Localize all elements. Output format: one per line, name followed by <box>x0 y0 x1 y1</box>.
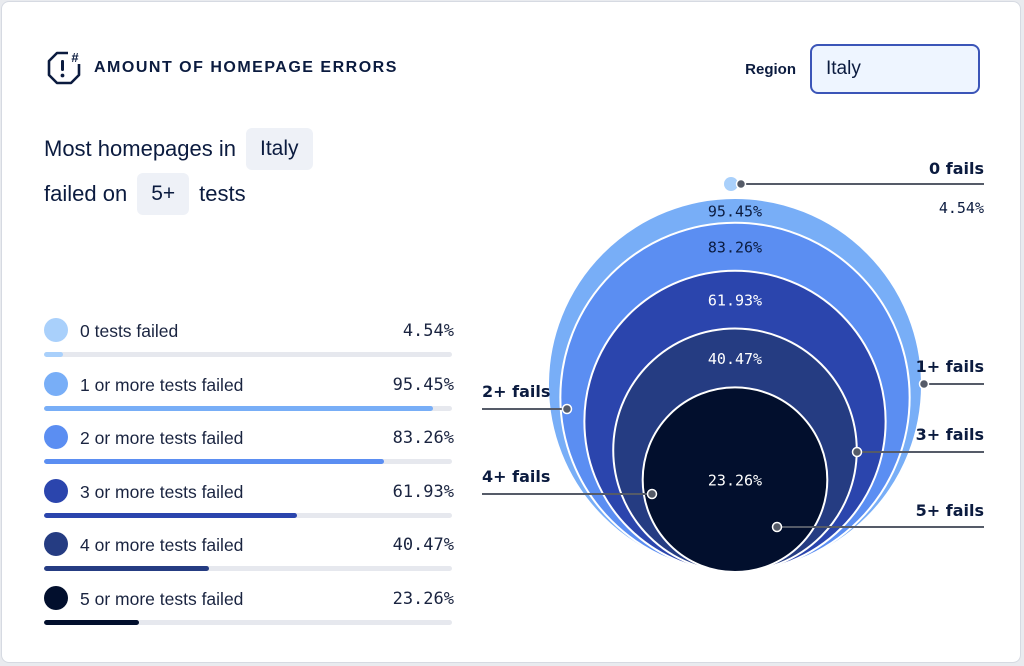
legend-bar-track <box>44 405 452 411</box>
legend-dot <box>44 478 68 503</box>
legend-value: 4.54% <box>402 321 454 341</box>
legend-item: 5 or more tests failed 23.26% <box>44 585 454 640</box>
legend-item: 2 or more tests failed 83.26% <box>44 425 454 479</box>
four-plus-callout-point <box>646 488 658 500</box>
legend-bar-track <box>44 566 452 572</box>
circle-value-label: 95.45% <box>708 202 762 220</box>
chart-title: AMOUNT OF HOMEPAGE ERRORS <box>94 59 398 76</box>
five-plus-callout-point <box>771 521 783 533</box>
four-plus-callout-label: 4+ fails <box>482 467 550 486</box>
one-plus-callout-point <box>918 378 930 390</box>
circle-value-label: 83.26% <box>708 239 762 257</box>
five-plus-callout-label: 5+ fails <box>916 501 984 520</box>
legend-label: 2 or more tests failed <box>80 428 244 449</box>
legend-bar-track <box>44 459 452 465</box>
nested-circle-chart: 95.45% 83.26% 61.93% 40.47% 23.26% 0 fails 4.5… <box>482 159 984 573</box>
three-plus-callout-point <box>851 446 863 458</box>
legend-value: 23.26% <box>392 588 454 609</box>
legend-bar-track <box>44 512 452 518</box>
legend-label: 4 or more tests failed <box>80 535 244 556</box>
summary-sentence: Most homepages in Italy failed on 5+ tes… <box>44 126 313 216</box>
legend-bar-track <box>44 619 452 625</box>
legend-label: 5 or more tests failed <box>80 588 244 609</box>
legend-value: 40.47% <box>392 535 454 556</box>
legend-dot <box>44 585 68 610</box>
legend-bar-fill <box>44 566 210 572</box>
legend-dot <box>44 532 68 557</box>
circle-value-label: 23.26% <box>708 472 762 490</box>
region-label: Region <box>745 60 796 78</box>
legend-dot <box>44 318 68 342</box>
legend-value: 61.93% <box>392 481 454 502</box>
legend-value: 95.45% <box>392 374 454 395</box>
svg-text:#: # <box>71 50 79 65</box>
legend-value: 83.26% <box>392 428 454 449</box>
circle-value-label: 61.93% <box>708 292 762 310</box>
region-select[interactable]: Italy <box>810 44 980 94</box>
summary-prefix: Most homepages in <box>44 136 236 161</box>
legend-bar-fill <box>44 459 384 465</box>
legend-bar-track <box>44 352 452 357</box>
alert-hash-icon: # <box>47 50 82 85</box>
legend-list: 0 tests failed 4.54% 1 or more tests faile… <box>44 318 454 640</box>
one-plus-callout-label: 1+ fails <box>916 357 984 376</box>
summary-tests-chip: 5+ <box>137 172 190 215</box>
region-filter: Region Italy <box>745 44 980 94</box>
zero-fails-callout-point <box>735 178 747 190</box>
legend-dot <box>44 425 68 450</box>
zero-fails-value: 4.54% <box>939 199 984 217</box>
legend-bar-fill <box>44 512 297 518</box>
three-plus-callout-label: 3+ fails <box>916 425 984 444</box>
legend-bar-fill <box>44 352 63 357</box>
legend-dot <box>44 371 68 396</box>
chart-header: # AMOUNT OF HOMEPAGE ERRORS <box>46 50 398 86</box>
legend-item: 4 or more tests failed 40.47% <box>44 532 454 586</box>
two-plus-callout-point <box>561 403 573 415</box>
legend-bar-fill <box>44 405 434 411</box>
circle-value-label: 40.47% <box>708 350 762 368</box>
zero-fails-callout-label: 0 fails <box>929 159 984 178</box>
legend-label: 1 or more tests failed <box>80 374 244 395</box>
legend-item: 3 or more tests failed 61.93% <box>44 478 454 533</box>
legend-item: 0 tests failed 4.54% <box>44 318 454 372</box>
summary-suffix: tests <box>199 181 246 206</box>
legend-label: 3 or more tests failed <box>80 481 244 502</box>
legend-label: 0 tests failed <box>80 321 179 341</box>
zero-fails-dot <box>724 177 738 191</box>
legend-bar-fill <box>44 619 139 625</box>
summary-middle: failed on <box>44 181 128 206</box>
summary-country-chip: Italy <box>246 127 313 170</box>
legend-item: 1 or more tests failed 95.45% <box>44 371 454 426</box>
two-plus-callout-label: 2+ fails <box>482 382 550 401</box>
